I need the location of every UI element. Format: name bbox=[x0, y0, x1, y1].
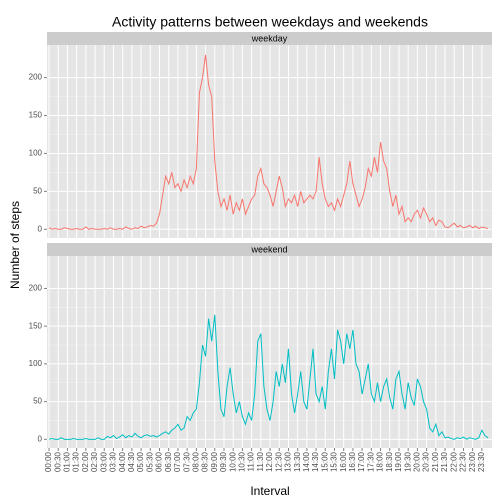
x-tick-label: 09:30 bbox=[219, 451, 228, 472]
x-tick-label: 15:00 bbox=[320, 451, 329, 472]
y-tick-label: 50 bbox=[33, 397, 42, 406]
series-line bbox=[48, 314, 489, 440]
x-tick-label: 03:00 bbox=[99, 451, 108, 472]
x-tick-label: 17:30 bbox=[366, 451, 375, 472]
x-tick-label: 13:00 bbox=[284, 451, 293, 472]
y-tick-label: 100 bbox=[29, 149, 43, 158]
x-tick-label: 10:30 bbox=[238, 451, 247, 472]
x-tick-label: 06:00 bbox=[155, 451, 164, 472]
y-tick-label: 200 bbox=[29, 73, 43, 82]
x-tick-label: 05:30 bbox=[145, 451, 154, 472]
x-tick-label: 14:00 bbox=[302, 451, 311, 472]
x-tick-label: 13:30 bbox=[293, 451, 302, 472]
x-tick-label: 01:00 bbox=[63, 451, 72, 472]
strip-label: weekday bbox=[251, 33, 288, 43]
x-tick-label: 11:30 bbox=[256, 451, 265, 471]
x-tick-label: 03:30 bbox=[109, 451, 118, 472]
x-tick-label: 07:00 bbox=[173, 451, 182, 472]
x-tick-label: 10:00 bbox=[228, 451, 237, 472]
x-tick-label: 11:00 bbox=[247, 451, 256, 471]
y-tick-label: 150 bbox=[29, 111, 43, 120]
x-tick-label: 21:00 bbox=[431, 451, 440, 472]
x-tick-label: 19:00 bbox=[394, 451, 403, 472]
strip bbox=[47, 243, 492, 256]
strip bbox=[47, 32, 492, 45]
x-tick-label: 04:00 bbox=[118, 451, 127, 472]
x-tick-label: 00:00 bbox=[44, 451, 53, 472]
x-tick-label: 02:30 bbox=[90, 451, 99, 472]
x-tick-label: 05:00 bbox=[136, 451, 145, 472]
x-axis-label: Interval bbox=[250, 484, 289, 498]
x-tick-label: 23:30 bbox=[477, 451, 486, 472]
y-tick-label: 100 bbox=[29, 359, 43, 368]
x-tick-label: 20:00 bbox=[413, 451, 422, 472]
x-tick-label: 14:30 bbox=[311, 451, 320, 472]
x-tick-label: 22:30 bbox=[459, 451, 468, 472]
strip-label: weekend bbox=[250, 244, 287, 254]
x-tick-label: 17:00 bbox=[357, 451, 366, 472]
x-tick-label: 16:30 bbox=[348, 451, 357, 472]
y-axis-label: Number of steps bbox=[8, 201, 22, 289]
x-tick-label: 08:00 bbox=[191, 451, 200, 472]
x-tick-label: 20:30 bbox=[422, 451, 431, 472]
x-tick-label: 15:30 bbox=[330, 451, 339, 472]
x-tick-label: 04:30 bbox=[127, 451, 136, 472]
x-tick-label: 00:30 bbox=[53, 451, 62, 472]
y-tick-label: 150 bbox=[29, 321, 43, 330]
x-tick-label: 18:00 bbox=[376, 451, 385, 472]
x-tick-label: 18:30 bbox=[385, 451, 394, 472]
x-tick-label: 06:30 bbox=[164, 451, 173, 472]
x-tick-label: 02:00 bbox=[81, 451, 90, 472]
y-tick-label: 0 bbox=[38, 434, 43, 443]
y-tick-label: 50 bbox=[33, 186, 42, 195]
x-tick-label: 08:30 bbox=[201, 451, 210, 472]
x-tick-label: 21:30 bbox=[440, 451, 449, 472]
x-tick-label: 19:30 bbox=[403, 451, 412, 472]
x-tick-label: 16:00 bbox=[339, 451, 348, 472]
x-tick-label: 09:00 bbox=[210, 451, 219, 472]
x-tick-label: 22:00 bbox=[449, 451, 458, 472]
x-tick-label: 12:00 bbox=[265, 451, 274, 472]
x-tick-label: 23:00 bbox=[468, 451, 477, 472]
chart-title: Activity patterns between weekdays and w… bbox=[112, 14, 428, 30]
y-tick-label: 0 bbox=[38, 224, 43, 233]
x-tick-label: 07:30 bbox=[182, 451, 191, 472]
x-tick-label: 01:30 bbox=[72, 451, 81, 472]
x-tick-label: 12:30 bbox=[274, 451, 283, 472]
y-tick-label: 200 bbox=[29, 284, 43, 293]
series-line bbox=[48, 54, 489, 230]
